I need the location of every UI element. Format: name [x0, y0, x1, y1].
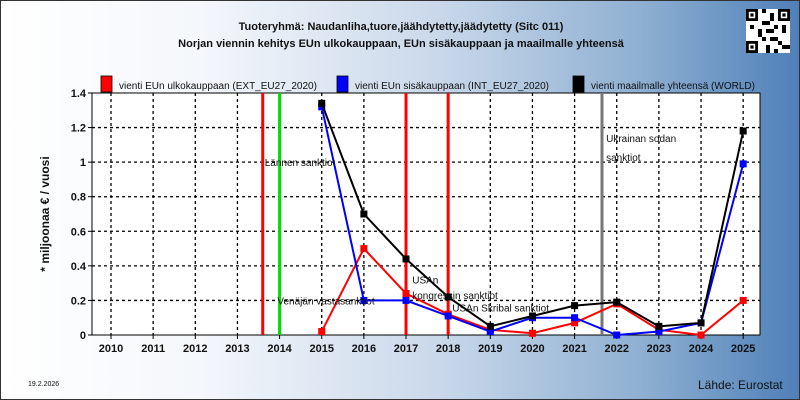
data-point [360, 210, 368, 218]
y-tick-label: 0 [80, 330, 86, 342]
data-point [318, 99, 326, 107]
x-axis-ticks: 2010 2011 2012 2013 2014 2015 2016 2017 2018 2019… [99, 335, 755, 355]
legend-swatch [100, 75, 113, 93]
y-tick-label: 0.8 [71, 192, 86, 204]
y-tick-label: 1 [80, 157, 86, 169]
legend-label: vienti EUn ulkokauppaan (EXT_EU27_2020) [119, 81, 317, 92]
x-tick-label: 2022 [604, 343, 628, 355]
series-2 [318, 99, 747, 330]
x-tick-label: 2021 [562, 343, 586, 355]
data-point [571, 319, 579, 327]
annotation-label: USAn [412, 276, 438, 287]
y-axis-ticks: 0 0.2 0.4 0.6 0.8 1 1.2 1.4 [71, 88, 92, 342]
series-layer [318, 99, 747, 339]
date-stamp: 19.2.2026 [28, 381, 60, 388]
y-tick-label: 1.2 [71, 123, 86, 135]
data-point [360, 296, 368, 304]
annotation-label: kongressin sanktiot [412, 291, 498, 302]
x-tick-label: 2018 [436, 343, 460, 355]
data-point [360, 245, 368, 253]
y-tick-label: 0.6 [71, 226, 86, 238]
legend: vienti EUn ulkokauppaan (EXT_EU27_2020) v… [100, 75, 755, 93]
x-tick-label: 2014 [267, 343, 292, 355]
qr-code-icon [746, 9, 790, 53]
x-tick-label: 2012 [183, 343, 207, 355]
data-point [739, 296, 747, 304]
x-tick-label: 2017 [394, 343, 418, 355]
annotation-label: Ukrainan sodan [606, 134, 676, 145]
y-tick-label: 1.4 [71, 88, 87, 100]
x-tick-label: 2024 [689, 343, 714, 355]
chart-title: Tuoteryhmä: Naudanliha,tuore,jäähdytetty… [238, 21, 564, 33]
y-tick-label: 0.2 [71, 295, 86, 307]
data-point [444, 312, 452, 320]
x-tick-label: 2016 [352, 343, 376, 355]
x-tick-label: 2019 [478, 343, 502, 355]
plot-area [91, 92, 761, 336]
data-point [739, 160, 747, 168]
x-tick-label: 2025 [731, 343, 755, 355]
data-point [444, 293, 452, 301]
legend-swatch [336, 75, 349, 93]
data-point [697, 331, 705, 339]
data-point [571, 302, 579, 310]
annotation-label: Lännen sanktiot [265, 158, 336, 169]
y-axis-label: * miljoonaa € / vuosi [38, 156, 52, 271]
x-tick-label: 2013 [225, 343, 249, 355]
data-point [697, 319, 705, 327]
annotation-label: USAn Skribal sanktiot [452, 303, 549, 314]
data-point [402, 290, 410, 298]
data-point [402, 255, 410, 263]
x-tick-label: 2023 [647, 343, 671, 355]
data-point [655, 322, 663, 330]
x-tick-label: 2010 [99, 343, 123, 355]
annotation-label: sanktiot [606, 153, 641, 164]
annotations: Lännen sanktiot Venäjän vastasanktiot USAn… [265, 134, 676, 314]
data-point [613, 331, 621, 339]
data-point [739, 127, 747, 135]
y-tick-label: 0.4 [71, 261, 87, 273]
annotation-label: Venäjän vastasanktiot [277, 296, 375, 307]
legend-label: vienti EUn sisäkauppaan (INT_EU27_2020) [355, 81, 549, 92]
data-point [528, 312, 536, 320]
data-point [655, 328, 663, 336]
data-point [528, 329, 536, 337]
chart-subtitle: Norjan viennin kehitys EUn ulkokauppaan,… [178, 38, 624, 50]
source-label: Lähde: Eurostat [698, 378, 783, 392]
legend-swatch [572, 75, 585, 93]
data-point [571, 314, 579, 322]
x-tick-label: 2015 [309, 343, 333, 355]
x-tick-label: 2011 [141, 343, 165, 355]
legend-label: vienti maailmalle yhteensä (WORLD) [591, 81, 755, 92]
data-point [486, 328, 494, 336]
x-tick-label: 2020 [520, 343, 544, 355]
data-point [486, 322, 494, 330]
data-point [318, 328, 326, 336]
data-point [402, 296, 410, 304]
data-point [613, 298, 621, 306]
